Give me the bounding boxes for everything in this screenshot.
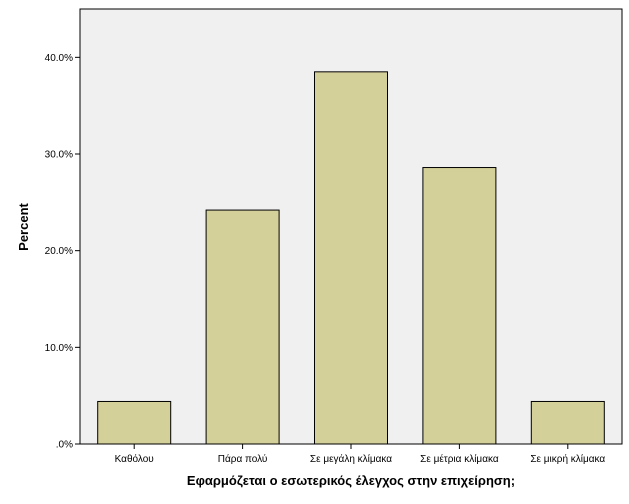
- x-tick-label: Καθόλου: [115, 453, 154, 465]
- x-tick-label: Σε μικρή κλίμακα: [530, 453, 605, 465]
- bars: [97, 71, 605, 445]
- bar: [530, 400, 605, 445]
- bar: [314, 71, 388, 445]
- y-tick-label: 30.0%: [45, 150, 73, 161]
- y-axis-title: Percent: [16, 202, 31, 250]
- bar: [205, 209, 280, 445]
- y-tick-label: 40.0%: [45, 53, 73, 64]
- x-tick-label: Σε μέτρια κλίμακα: [420, 453, 499, 465]
- bar: [422, 167, 497, 445]
- x-axis-title: Εφαρμόζεται ο εσωτερικός έλεγχος στην επ…: [187, 473, 515, 488]
- x-tick-label: Σε μεγάλη κλίμακα: [310, 453, 392, 465]
- x-tick-label: Πάρα πολύ: [218, 453, 268, 465]
- y-axis: .0% 10.0% 20.0% 30.0% 40.0%: [45, 53, 80, 451]
- y-tick-label: .0%: [56, 440, 73, 451]
- bar: [97, 400, 172, 445]
- y-tick-label: 20.0%: [45, 246, 73, 257]
- y-tick-label: 10.0%: [45, 343, 73, 354]
- x-axis: Καθόλου Πάρα πολύ Σε μεγάλη κλίμακα Σε μέτρ…: [115, 444, 605, 465]
